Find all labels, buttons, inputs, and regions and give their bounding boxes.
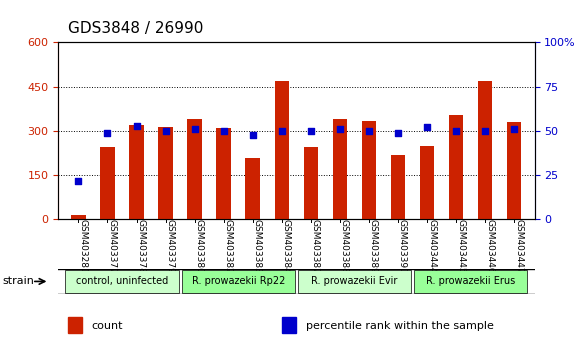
Bar	[100, 147, 115, 219]
Text: GSM403389: GSM403389	[369, 219, 378, 274]
Bar	[245, 158, 260, 219]
Text: GSM403377: GSM403377	[107, 219, 116, 274]
Bar	[282, 317, 296, 333]
Point	[74, 178, 83, 183]
Point	[190, 126, 199, 132]
Text: GSM403446: GSM403446	[485, 219, 494, 274]
Text: GSM403382: GSM403382	[224, 219, 232, 274]
Bar	[275, 81, 289, 219]
FancyBboxPatch shape	[297, 270, 411, 292]
Bar	[361, 121, 376, 219]
Text: count: count	[91, 321, 123, 331]
Bar	[158, 127, 173, 219]
Point	[277, 128, 286, 134]
Text: GSM403384: GSM403384	[282, 219, 290, 274]
Text: R. prowazekii Evir: R. prowazekii Evir	[311, 276, 397, 286]
Point	[451, 128, 461, 134]
Point	[161, 128, 170, 134]
Point	[103, 130, 112, 136]
Bar	[449, 115, 464, 219]
Bar	[507, 122, 522, 219]
Bar	[187, 119, 202, 219]
Bar	[217, 128, 231, 219]
Text: GSM403445: GSM403445	[456, 219, 465, 274]
Point	[364, 128, 374, 134]
Bar	[67, 317, 82, 333]
Text: GSM403387: GSM403387	[311, 219, 320, 274]
Point	[132, 123, 141, 129]
Text: R. prowazekii Erus: R. prowazekii Erus	[426, 276, 515, 286]
Text: GSM403388: GSM403388	[340, 219, 349, 274]
Text: GSM403383: GSM403383	[253, 219, 261, 274]
Text: GSM403378: GSM403378	[137, 219, 145, 274]
Bar	[130, 125, 144, 219]
Text: GSM403380: GSM403380	[195, 219, 203, 274]
Text: percentile rank within the sample: percentile rank within the sample	[306, 321, 494, 331]
Bar	[391, 155, 406, 219]
Text: GSM403444: GSM403444	[427, 219, 436, 274]
Text: control, uninfected: control, uninfected	[76, 276, 168, 286]
FancyBboxPatch shape	[65, 270, 179, 292]
Text: GSM403447: GSM403447	[514, 219, 523, 274]
Text: GSM403391: GSM403391	[398, 219, 407, 274]
Point	[393, 130, 403, 136]
Point	[248, 132, 257, 137]
Bar	[303, 147, 318, 219]
Text: GDS3848 / 26990: GDS3848 / 26990	[67, 21, 203, 36]
Point	[219, 128, 228, 134]
Bar	[71, 215, 86, 219]
Point	[480, 128, 490, 134]
Point	[306, 128, 315, 134]
Text: R. prowazekii Rp22: R. prowazekii Rp22	[192, 276, 285, 286]
Point	[510, 126, 519, 132]
Text: strain: strain	[3, 276, 35, 286]
Point	[335, 126, 345, 132]
FancyBboxPatch shape	[414, 270, 528, 292]
Bar	[478, 81, 493, 219]
Text: GSM403281: GSM403281	[78, 219, 87, 274]
Bar	[332, 119, 347, 219]
FancyBboxPatch shape	[181, 270, 295, 292]
Bar	[420, 146, 435, 219]
Point	[422, 125, 432, 130]
Text: GSM403379: GSM403379	[166, 219, 174, 274]
